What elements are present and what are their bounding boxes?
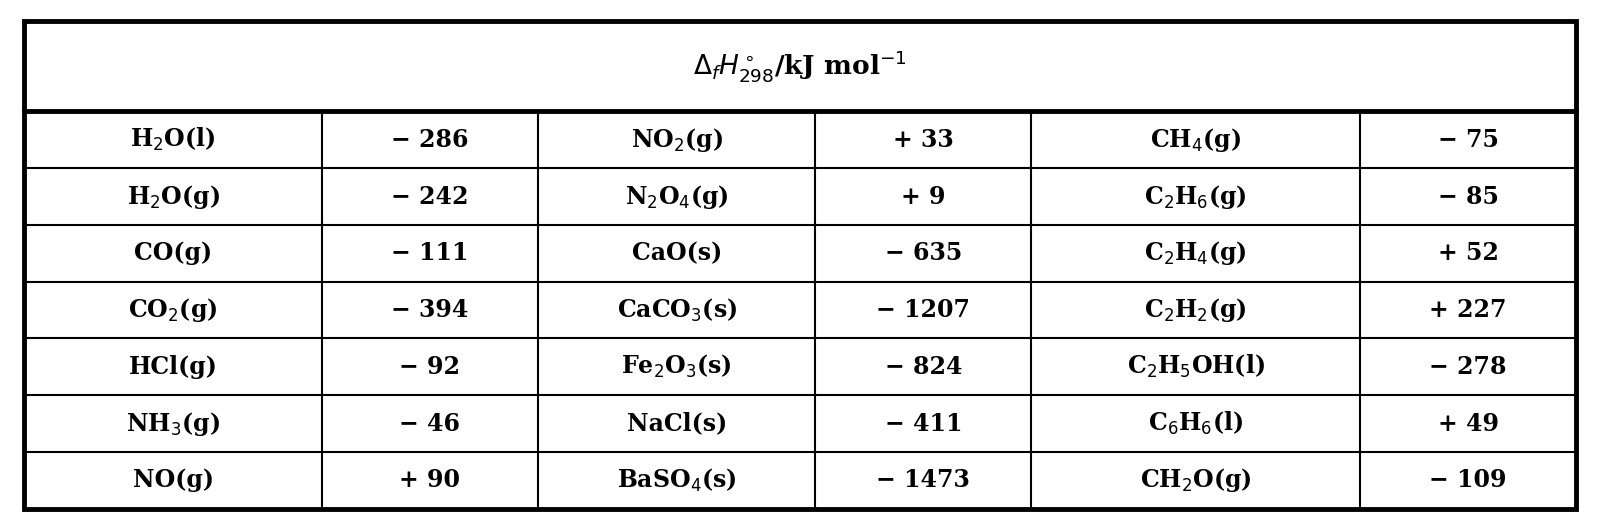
Text: C$_2$H$_2$(g): C$_2$H$_2$(g) (1144, 296, 1246, 324)
Text: CaO(s): CaO(s) (632, 241, 722, 266)
Text: + 227: + 227 (1429, 298, 1507, 322)
Text: CaCO$_3$(s): CaCO$_3$(s) (616, 296, 738, 324)
Text: C$_2$H$_5$OH(l): C$_2$H$_5$OH(l) (1126, 354, 1264, 381)
Text: CH$_2$O(g): CH$_2$O(g) (1139, 466, 1251, 494)
Text: + 33: + 33 (893, 128, 954, 152)
Text: − 111: − 111 (392, 241, 469, 266)
Text: NO(g): NO(g) (133, 469, 213, 492)
Text: $\Delta_f H^\circ_{298}$/kJ mol$^{-1}$: $\Delta_f H^\circ_{298}$/kJ mol$^{-1}$ (693, 48, 907, 84)
Text: − 242: − 242 (392, 184, 469, 209)
Text: − 92: − 92 (400, 355, 461, 379)
Text: + 90: + 90 (400, 469, 461, 492)
Text: CO(g): CO(g) (134, 241, 213, 266)
Text: − 286: − 286 (392, 128, 469, 152)
Text: + 52: + 52 (1438, 241, 1499, 266)
Text: Fe$_2$O$_3$(s): Fe$_2$O$_3$(s) (621, 354, 731, 381)
Text: − 1207: − 1207 (877, 298, 970, 322)
Text: + 49: + 49 (1437, 412, 1499, 436)
Text: C$_2$H$_4$(g): C$_2$H$_4$(g) (1144, 240, 1246, 267)
Text: − 46: − 46 (400, 412, 461, 436)
Text: − 824: − 824 (885, 355, 962, 379)
Text: − 85: − 85 (1438, 184, 1499, 209)
Text: − 635: − 635 (885, 241, 962, 266)
Text: CO$_2$(g): CO$_2$(g) (128, 296, 218, 324)
Text: N$_2$O$_4$(g): N$_2$O$_4$(g) (626, 182, 728, 210)
Text: CH$_4$(g): CH$_4$(g) (1150, 126, 1242, 154)
Text: − 411: − 411 (885, 412, 962, 436)
Text: NO$_2$(g): NO$_2$(g) (630, 126, 723, 154)
Text: − 109: − 109 (1429, 469, 1507, 492)
Text: + 9: + 9 (901, 184, 946, 209)
Text: NH$_3$(g): NH$_3$(g) (126, 410, 221, 438)
Text: C$_6$H$_6$(l): C$_6$H$_6$(l) (1149, 410, 1243, 437)
Text: − 1473: − 1473 (877, 469, 970, 492)
Text: C$_2$H$_6$(g): C$_2$H$_6$(g) (1144, 182, 1246, 210)
Text: H$_2$O(l): H$_2$O(l) (130, 126, 216, 153)
Text: BaSO$_4$(s): BaSO$_4$(s) (616, 467, 736, 494)
Text: NaCl(s): NaCl(s) (627, 412, 726, 436)
Text: HCl(g): HCl(g) (128, 355, 218, 379)
Text: − 75: − 75 (1438, 128, 1499, 152)
Text: H$_2$O(g): H$_2$O(g) (126, 182, 219, 210)
Text: − 278: − 278 (1429, 355, 1507, 379)
Text: − 394: − 394 (392, 298, 469, 322)
